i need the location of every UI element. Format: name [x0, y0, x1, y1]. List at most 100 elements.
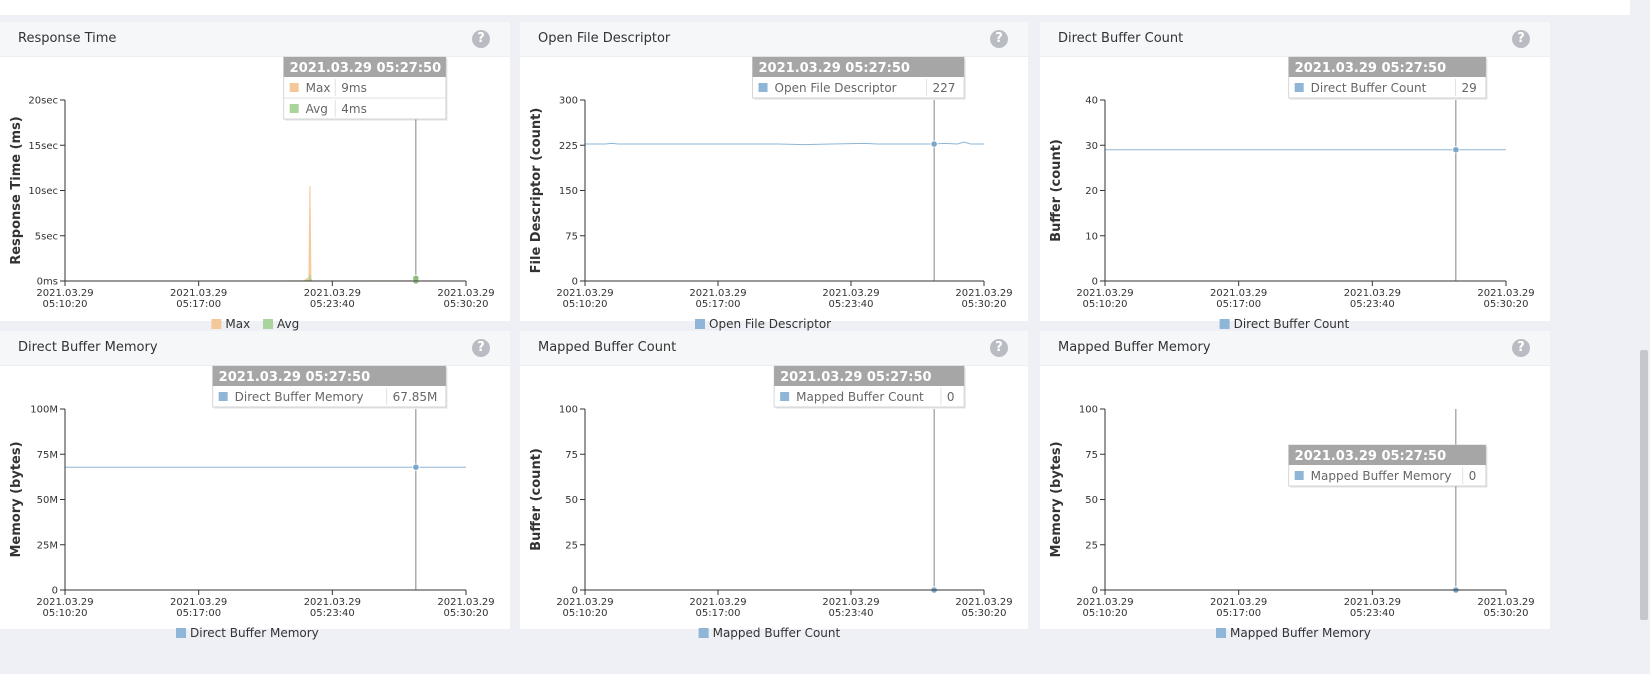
- tooltip-header: [1288, 57, 1486, 77]
- help-icon[interactable]: ?: [990, 30, 1008, 48]
- x-tick-label-time: 05:10:20: [43, 608, 88, 619]
- y-tick-label: 75: [1085, 450, 1098, 461]
- tooltip-label: Direct Buffer Memory: [235, 390, 364, 404]
- vertical-scrollbar[interactable]: [1638, 0, 1650, 674]
- tooltip-value: 0: [1469, 469, 1477, 483]
- y-tick-label: 0: [1092, 586, 1098, 597]
- help-icon[interactable]: ?: [472, 339, 490, 357]
- x-tick-label-time: 05:17:00: [1216, 299, 1261, 310]
- open-file-descriptor-chart[interactable]: File Descriptor (count) 0 75 150 225 300 2021.…: [520, 56, 1028, 331]
- y-tick-label: 100: [559, 405, 578, 416]
- legend-item[interactable]: Open File Descriptor: [695, 317, 831, 331]
- tooltip: 2021.03.29 05:27:50 Direct Buffer Memory 6…: [212, 365, 448, 409]
- bottom-strip: [0, 662, 1630, 674]
- tooltip-swatch: [1294, 83, 1304, 92]
- x-tick-label-time: 05:23:40: [310, 608, 355, 619]
- legend-swatch: [263, 319, 273, 329]
- direct-buffer-count-chart[interactable]: Buffer (count) 0 10 20 30 40 2021.03.29 05:10:2…: [1040, 56, 1550, 331]
- legend-label: Mapped Buffer Count: [713, 626, 841, 640]
- response-time-chart[interactable]: Response Time (ms) 0ms 5sec 10sec 15sec 20sec…: [0, 56, 510, 331]
- panel-header: Direct Buffer Memory ?: [0, 331, 510, 366]
- x-tick-label-date: 2021.03.29: [1076, 597, 1133, 608]
- x-tick-label-date: 2021.03.29: [1210, 597, 1267, 608]
- y-axis-label: File Descriptor (count): [529, 108, 544, 274]
- y-axis-label: Response Time (ms): [9, 116, 24, 265]
- mapped-buffer-count-chart[interactable]: Buffer (count)02550751002021.03.2905:10:…: [520, 365, 1028, 640]
- legend-item[interactable]: Max: [211, 317, 250, 331]
- tooltip: 2021.03.29 05:27:50 Direct Buffer Count 29: [1288, 56, 1488, 100]
- x-tick-label-date: 2021.03.29: [955, 597, 1012, 608]
- scrollbar-thumb[interactable]: [1640, 350, 1648, 620]
- tooltip: 2021.03.29 05:27:50 Max 9ms Avg 4ms: [283, 56, 448, 121]
- panel-title: Open File Descriptor: [538, 31, 671, 46]
- legend-item[interactable]: Direct Buffer Count: [1219, 317, 1350, 331]
- x-tick-label-time: 05:23:40: [1350, 299, 1395, 310]
- x-tick-label-date: 2021.03.29: [689, 597, 746, 608]
- series-area-max: [65, 185, 467, 282]
- y-tick-label: 20: [1085, 186, 1098, 197]
- series-area-avg: [65, 274, 466, 282]
- tooltip-header: [774, 366, 965, 386]
- x-tick-label-date: 2021.03.29: [36, 597, 93, 608]
- legend-swatch: [1216, 628, 1226, 638]
- y-tick-label: 0ms: [37, 277, 58, 288]
- tooltip-value: 227: [933, 81, 956, 95]
- tooltip-value: 9ms: [341, 81, 367, 95]
- x-tick-label-date: 2021.03.29: [822, 288, 879, 299]
- x-tick-label-date: 2021.03.29: [689, 288, 746, 299]
- open-file-descriptor-panel: Open File Descriptor ? File Descriptor (…: [520, 22, 1028, 331]
- panel-header: Direct Buffer Count ?: [1040, 22, 1550, 57]
- direct-buffer-count-panel: Direct Buffer Count ? Buffer (count) 0 10 2…: [1040, 22, 1550, 331]
- x-tick-label-date: 2021.03.29: [1477, 288, 1534, 299]
- mapped-buffer-memory-chart[interactable]: Memory (bytes)02550751002021.03.2905:10:…: [1040, 365, 1550, 641]
- response-time-panel: Response Time ? Response Time (ms) 0ms 5se…: [0, 22, 510, 331]
- tooltip-header: [1288, 445, 1486, 465]
- tooltip-label: Open File Descriptor: [775, 81, 897, 95]
- tooltip-title: 2021.03.29 05:27:50: [1295, 449, 1446, 464]
- y-tick-label: 40: [1085, 96, 1098, 107]
- tooltip-label: Max: [306, 81, 331, 95]
- x-tick-label-time: 05:30:20: [444, 608, 489, 619]
- tooltip-swatch: [1294, 471, 1304, 480]
- hover-point: [1452, 146, 1460, 154]
- y-tick-label: 50M: [37, 495, 58, 506]
- y-axis-label: Memory (bytes): [9, 441, 24, 557]
- x-tick-label-date: 2021.03.29: [1344, 597, 1401, 608]
- legend-item[interactable]: Direct Buffer Memory: [176, 626, 319, 640]
- y-tick-label: 50: [1085, 495, 1098, 506]
- tooltip-swatch: [758, 83, 768, 92]
- y-tick-label: 10: [1085, 231, 1098, 242]
- tooltip: 2021.03.29 05:27:50 Mapped Buffer Memory 0: [1288, 444, 1488, 488]
- x-tick-label-date: 2021.03.29: [437, 597, 494, 608]
- legend-item[interactable]: Mapped Buffer Count: [698, 626, 841, 640]
- panel-title: Direct Buffer Count: [1058, 31, 1184, 46]
- y-tick-label: 25: [565, 540, 578, 551]
- x-tick-label-date: 2021.03.29: [304, 288, 361, 299]
- legend-swatch: [176, 628, 186, 638]
- x-tick-label-time: 05:30:20: [962, 299, 1007, 310]
- tooltip-title: 2021.03.29 05:27:50: [759, 61, 910, 76]
- x-tick-label-time: 05:23:40: [310, 299, 355, 310]
- help-icon[interactable]: ?: [990, 339, 1008, 357]
- legend-item[interactable]: Mapped Buffer Memory: [1216, 626, 1371, 640]
- y-tick-label: 0: [1092, 277, 1098, 288]
- y-tick-label: 30: [1085, 141, 1098, 152]
- help-icon[interactable]: ?: [1512, 339, 1530, 357]
- legend-swatch: [1219, 319, 1230, 329]
- x-tick-label-date: 2021.03.29: [822, 597, 879, 608]
- legend-item[interactable]: Avg: [263, 317, 299, 331]
- legend-label: Max: [225, 317, 250, 331]
- tooltip-swatch: [218, 392, 228, 401]
- x-tick-label-date: 2021.03.29: [1477, 597, 1534, 608]
- help-icon[interactable]: ?: [1512, 30, 1530, 48]
- x-tick-label-time: 05:30:20: [444, 299, 489, 310]
- y-axis-label: Buffer (count): [1049, 139, 1064, 242]
- x-tick-label-time: 05:30:20: [962, 608, 1007, 619]
- x-tick-label-date: 2021.03.29: [556, 597, 613, 608]
- tooltip-value: 0: [947, 390, 955, 404]
- direct-buffer-memory-chart[interactable]: Memory (bytes)025M50M75M100M2021.03.2905…: [0, 365, 510, 640]
- help-icon[interactable]: ?: [472, 30, 490, 48]
- top-strip: [0, 0, 1630, 15]
- x-tick-label-time: 05:10:20: [1083, 299, 1128, 310]
- x-tick-label-time: 05:30:20: [1484, 608, 1529, 619]
